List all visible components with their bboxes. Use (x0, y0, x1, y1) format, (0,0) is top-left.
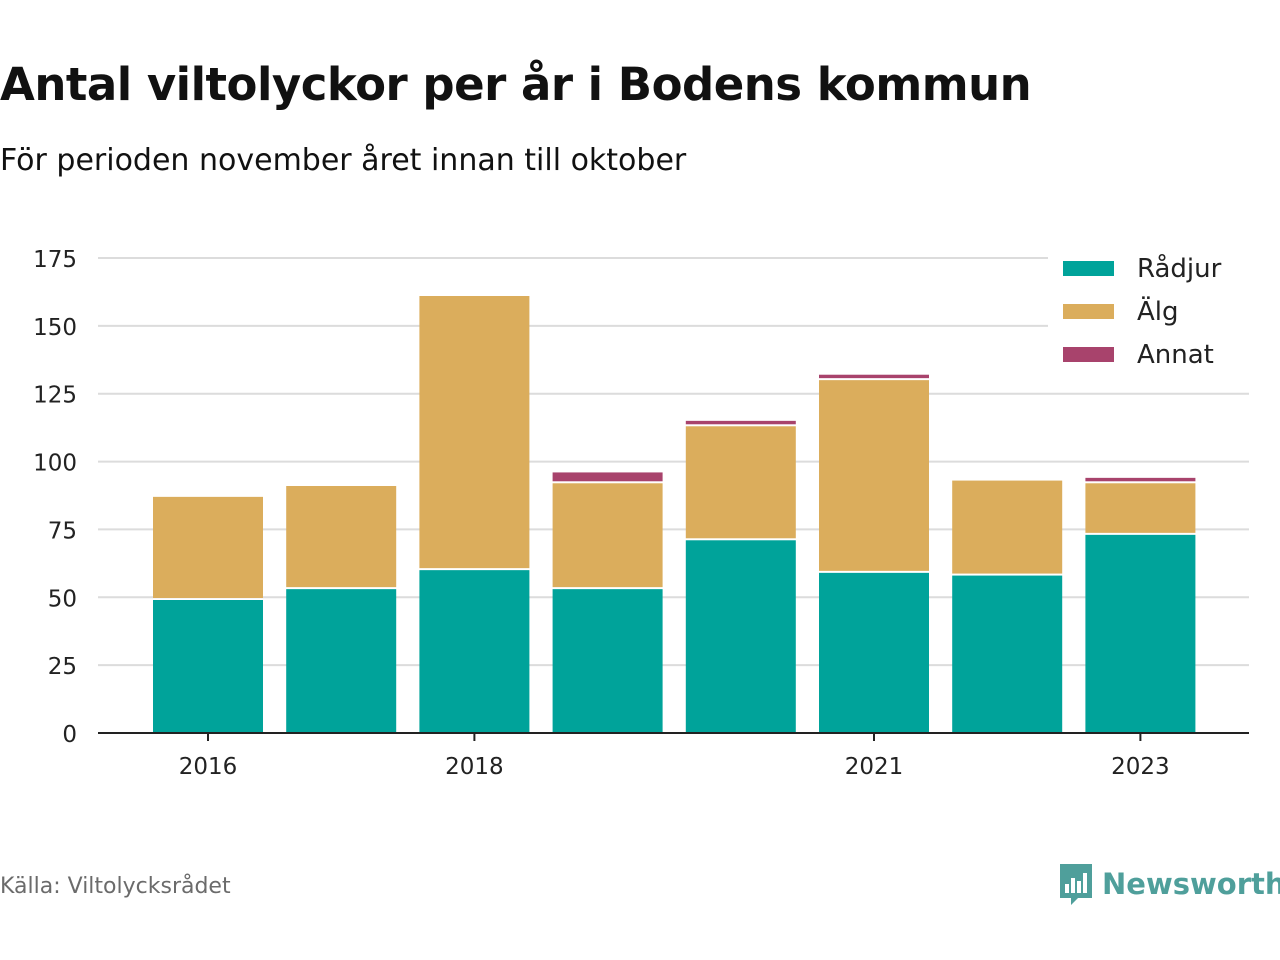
chart-subtitle: För perioden november året innan till ok… (0, 143, 687, 178)
chart-title: Antal viltolyckor per år i Bodens kommun (0, 58, 1032, 111)
legend-label: Älg (1137, 295, 1179, 327)
y-tick-label: 100 (33, 451, 77, 477)
y-tick-label: 175 (33, 247, 77, 273)
bar-segment (1085, 477, 1196, 482)
y-tick-label: 0 (62, 722, 77, 748)
x-tick-label: 2018 (445, 754, 504, 780)
bar-segment (952, 480, 1063, 574)
bar-segment (819, 380, 929, 571)
x-tick-label: 2016 (179, 754, 238, 780)
bar-segment (819, 374, 929, 379)
bar-segment (552, 589, 663, 733)
y-tick-label: 125 (33, 383, 77, 409)
legend-swatch (1063, 261, 1114, 276)
newsworthy-logo-icon (1060, 864, 1092, 905)
legend: Rådjur Älg Annat (1048, 245, 1260, 380)
bar-segment (153, 600, 263, 733)
y-tick-label: 150 (33, 315, 77, 341)
x-axis-ticks: 2016 2018 2021 2023 (179, 733, 1170, 780)
bar-segment (685, 420, 796, 425)
bar-segment (1085, 534, 1196, 733)
legend-swatch (1063, 304, 1114, 319)
newsworthy-brand: Newsworthy (1058, 862, 1280, 906)
legend-label: Annat (1137, 340, 1214, 370)
y-tick-label: 50 (48, 586, 77, 612)
y-tick-label: 25 (48, 654, 77, 680)
source-note: Källa: Viltolycksrådet (0, 874, 231, 899)
x-tick-label: 2023 (1111, 754, 1170, 780)
bar-segment (419, 296, 530, 569)
bar-segment (552, 483, 663, 588)
bar-segment (819, 572, 929, 733)
bar-segment (552, 472, 663, 482)
bar-segment (685, 426, 796, 539)
legend-swatch (1063, 347, 1114, 362)
bar-segment (153, 496, 263, 598)
brand-name: Newsworthy (1102, 867, 1280, 901)
bars (153, 296, 1196, 733)
bar-segment (1085, 483, 1196, 533)
bar-segment (685, 540, 796, 733)
y-axis-ticks: 0 25 50 75 100 125 150 175 (33, 247, 77, 748)
y-tick-label: 75 (48, 518, 77, 544)
bar-segment (419, 570, 530, 733)
legend-label: Rådjur (1137, 253, 1222, 284)
bar-segment (286, 486, 397, 588)
x-tick-label: 2021 (845, 754, 904, 780)
bar-segment (286, 589, 397, 733)
bar-segment (952, 575, 1063, 733)
